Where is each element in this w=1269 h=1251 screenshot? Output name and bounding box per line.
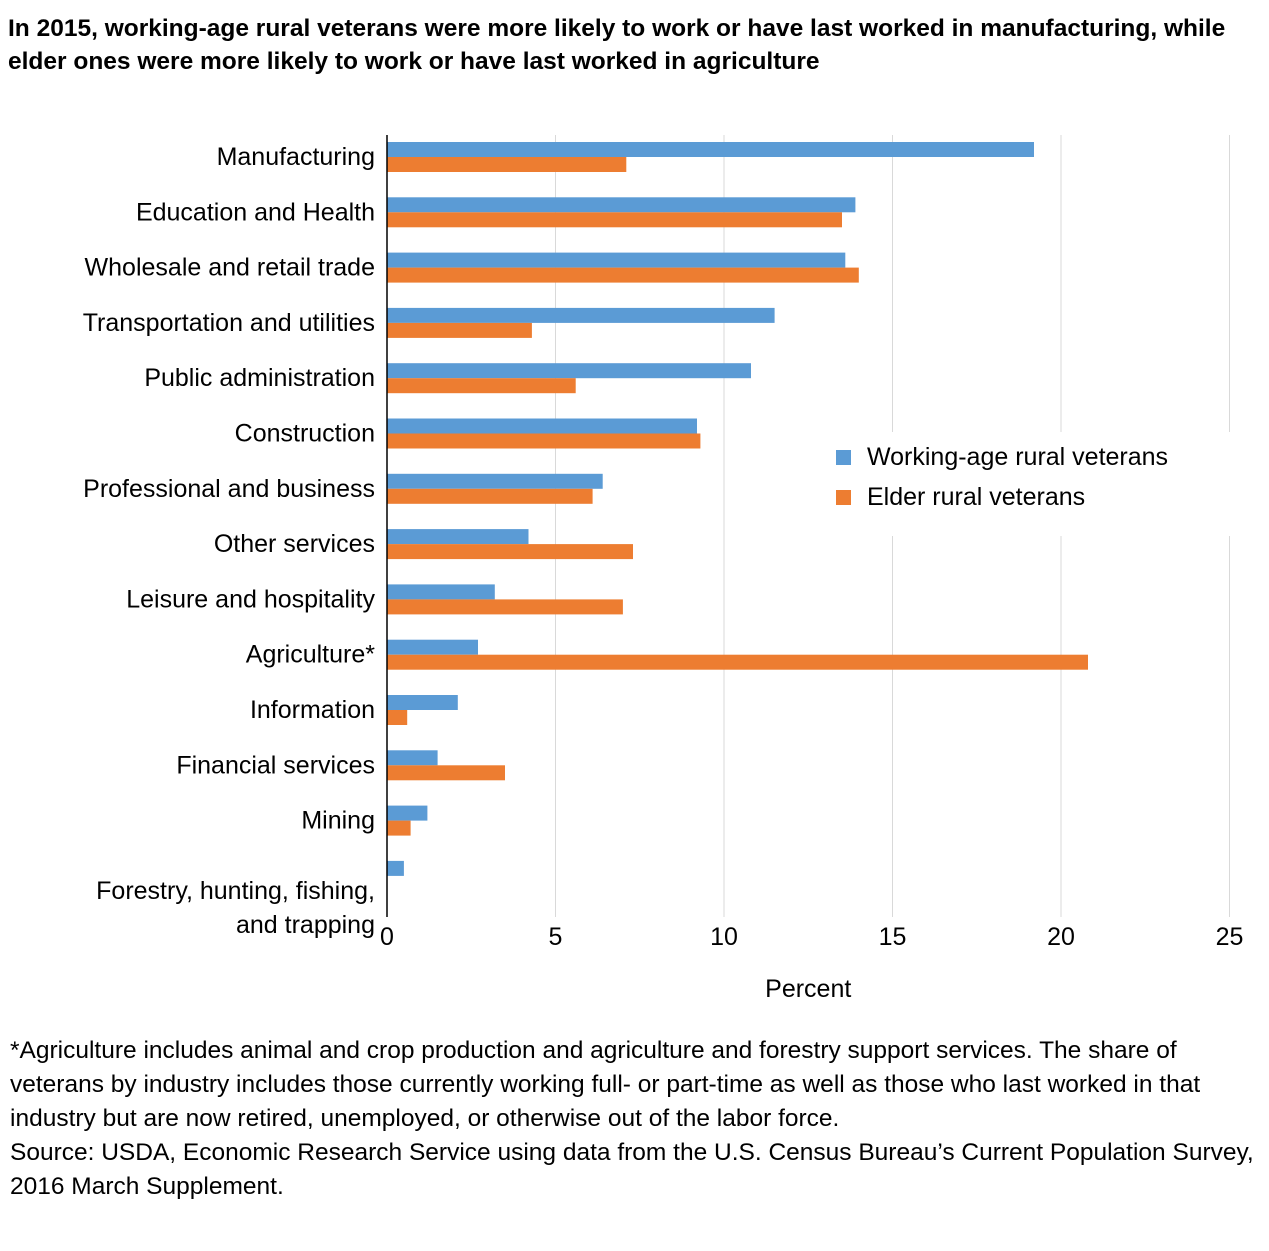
- legend-swatch: [836, 490, 851, 505]
- category-label: Mining: [301, 807, 375, 835]
- category-label: Information: [250, 696, 375, 724]
- category-label: Wholesale and retail trade: [85, 254, 375, 282]
- bar-elder: [387, 157, 627, 172]
- x-tick-label: 15: [879, 923, 907, 951]
- bar-working-age: [387, 750, 438, 766]
- bar-elder: [387, 488, 593, 504]
- legend-label: Working-age rural veterans: [867, 443, 1168, 471]
- bar-elder: [387, 267, 859, 283]
- bar-working-age: [387, 695, 458, 710]
- category-label: Manufacturing: [217, 143, 375, 171]
- legend-label: Elder rural veterans: [867, 483, 1085, 511]
- x-tick-label: 20: [1047, 923, 1075, 951]
- category-label: Leisure and hospitality: [126, 585, 375, 613]
- bar-working-age: [387, 860, 404, 876]
- bar-elder: [387, 765, 505, 781]
- x-tick-label: 0: [380, 923, 394, 951]
- bar-working-age: [387, 473, 603, 489]
- category-label: Public administration: [144, 364, 375, 392]
- bar-working-age: [387, 252, 846, 268]
- x-tick-label: 25: [1216, 923, 1244, 951]
- bar-elder: [387, 378, 576, 394]
- footnote: *Agriculture includes animal and crop pr…: [10, 1037, 1201, 1132]
- category-labels: Manufacturing Education and Health Wholesa…: [83, 143, 376, 939]
- bar-working-age: [387, 805, 428, 821]
- category-label: Other services: [214, 530, 375, 558]
- bar-working-age: [387, 584, 495, 600]
- x-tick-label: 5: [549, 923, 563, 951]
- legend: Working-age rural veterans Elder rural ve…: [826, 432, 1246, 536]
- bar-working-age: [387, 363, 751, 379]
- chart-title: In 2015, working-age rural veterans were…: [8, 15, 1226, 75]
- bar-elder: [387, 212, 842, 228]
- bar-working-age: [387, 307, 775, 323]
- legend-background: [826, 432, 1246, 536]
- bar-working-age: [387, 529, 529, 545]
- bar-chart: Manufacturing Education and Health Wholesa…: [83, 135, 1246, 1003]
- bar-elder: [387, 654, 1088, 670]
- bar-elder: [387, 710, 408, 725]
- bar-elder: [387, 322, 532, 338]
- category-label: Financial services: [176, 751, 375, 779]
- category-label: Education and Health: [136, 198, 375, 226]
- x-axis-label: Percent: [765, 975, 851, 1003]
- category-label: Transportation and utilities: [83, 309, 375, 337]
- bar-elder: [387, 433, 701, 449]
- notes: *Agriculture includes animal and crop pr…: [10, 1034, 1260, 1204]
- source-note: Source: USDA, Economic Research Service …: [10, 1139, 1254, 1200]
- category-label: Agriculture*: [246, 641, 375, 669]
- bar-working-age: [387, 418, 697, 434]
- x-tick-label: 10: [710, 923, 738, 951]
- bar-working-age: [387, 142, 1034, 157]
- bar-working-age: [387, 197, 856, 213]
- category-label: Professional and business: [83, 475, 375, 503]
- bar-elder: [387, 599, 623, 615]
- x-tick-labels: 0 5 10 15 20 25: [380, 923, 1243, 951]
- bar-elder: [387, 820, 411, 836]
- legend-swatch: [836, 450, 851, 465]
- bar-elder: [387, 544, 633, 560]
- category-label: Construction: [235, 420, 375, 448]
- bars: [387, 142, 1088, 876]
- category-label: Forestry, hunting, fishing, and trapping: [96, 877, 375, 939]
- bar-working-age: [387, 639, 478, 655]
